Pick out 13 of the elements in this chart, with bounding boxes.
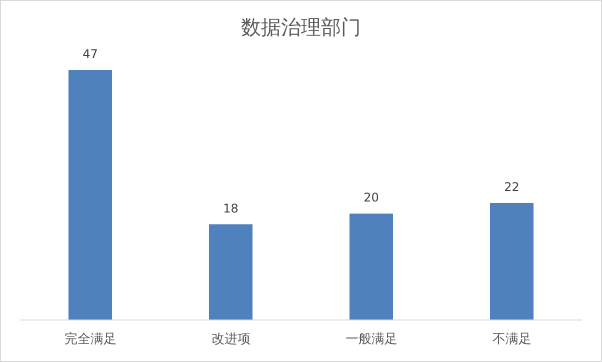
bar	[490, 202, 534, 320]
bar	[68, 70, 112, 320]
data-label: 22	[504, 180, 520, 194]
x-tick-label: 不满足	[492, 332, 532, 347]
bar	[349, 214, 394, 320]
x-tick-label: 一般满足	[345, 332, 398, 347]
x-tick-label: 改进项	[211, 332, 250, 347]
bar	[208, 224, 253, 320]
data-label: 47	[82, 47, 98, 61]
data-label: 18	[223, 201, 238, 216]
chart-title: 数据治理部门	[241, 15, 361, 39]
x-tick-label: 完全满足	[64, 331, 116, 347]
data-label: 20	[364, 190, 379, 205]
